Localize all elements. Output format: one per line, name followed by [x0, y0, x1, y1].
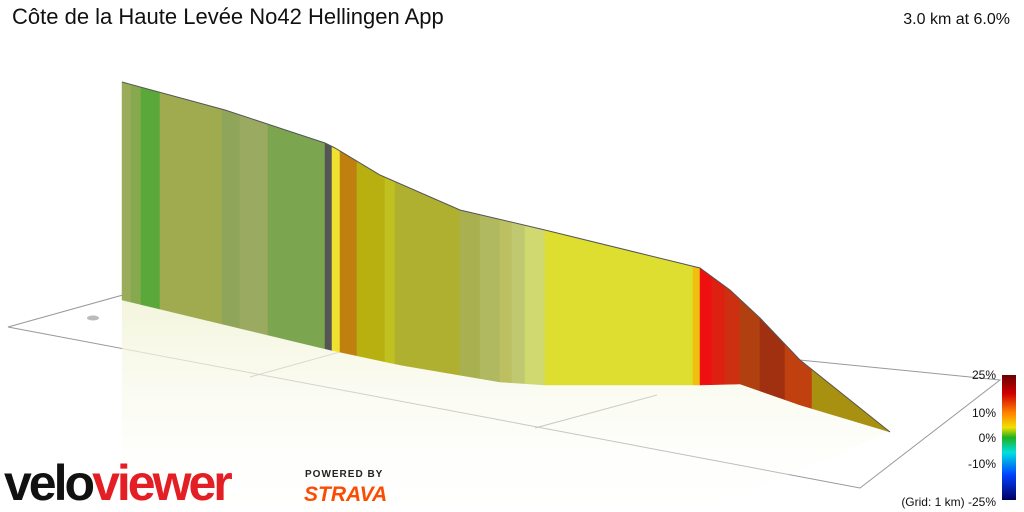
- strava-logo: STRAVA: [304, 483, 387, 506]
- legend-label: 25%: [972, 368, 996, 382]
- stats: 3.0 km at 6.0%: [903, 11, 1010, 28]
- profile-strips: [121, 81, 891, 433]
- profile-strip: [479, 214, 501, 383]
- profile-strip: [121, 81, 132, 303]
- title: Côte de la Haute Levée No42 Hellingen Ap…: [12, 4, 444, 29]
- profile-strip: [331, 146, 341, 353]
- profile-strip: [384, 176, 396, 365]
- legend-label: 10%: [972, 406, 996, 420]
- profile-strip: [221, 108, 241, 329]
- profile-strip: [511, 221, 526, 384]
- profile-strip: [724, 285, 741, 385]
- profile-strip: [140, 86, 161, 310]
- logo-viewer: viewer: [92, 455, 232, 511]
- profile-strip: [239, 114, 269, 336]
- profile-strip: [130, 84, 142, 305]
- profile-strip: [784, 343, 813, 409]
- profile-strip: [159, 92, 223, 325]
- powered-by: POWERED BY: [305, 469, 383, 480]
- logo: veloviewer: [4, 455, 232, 511]
- profile-strip: [499, 219, 513, 384]
- profile-outline: [121, 81, 891, 433]
- profile-strip: [394, 181, 461, 376]
- legend-label: 0%: [979, 431, 997, 445]
- profile-strip: [524, 224, 546, 386]
- legend-label: -10%: [968, 457, 996, 471]
- profile-strip: [692, 265, 701, 386]
- profile-strip: [739, 298, 761, 392]
- profile-strip: [459, 209, 481, 379]
- profile-strip: [711, 276, 726, 385]
- profile-strip: [544, 229, 694, 386]
- legend-scale: [1002, 375, 1016, 500]
- legend: 25% 10% 0% -10% (Grid: 1 km) -25%: [901, 368, 996, 509]
- profile-strip: [267, 123, 326, 350]
- profile-reflection: [122, 300, 890, 512]
- legend-label: (Grid: 1 km) -25%: [901, 495, 996, 509]
- logo-velo: velo: [4, 455, 94, 511]
- profile-strip: [759, 317, 786, 401]
- profile-strip: [339, 150, 358, 357]
- profile-strip: [356, 160, 386, 363]
- profile-strip: [699, 267, 713, 386]
- profile-strip: [324, 142, 333, 351]
